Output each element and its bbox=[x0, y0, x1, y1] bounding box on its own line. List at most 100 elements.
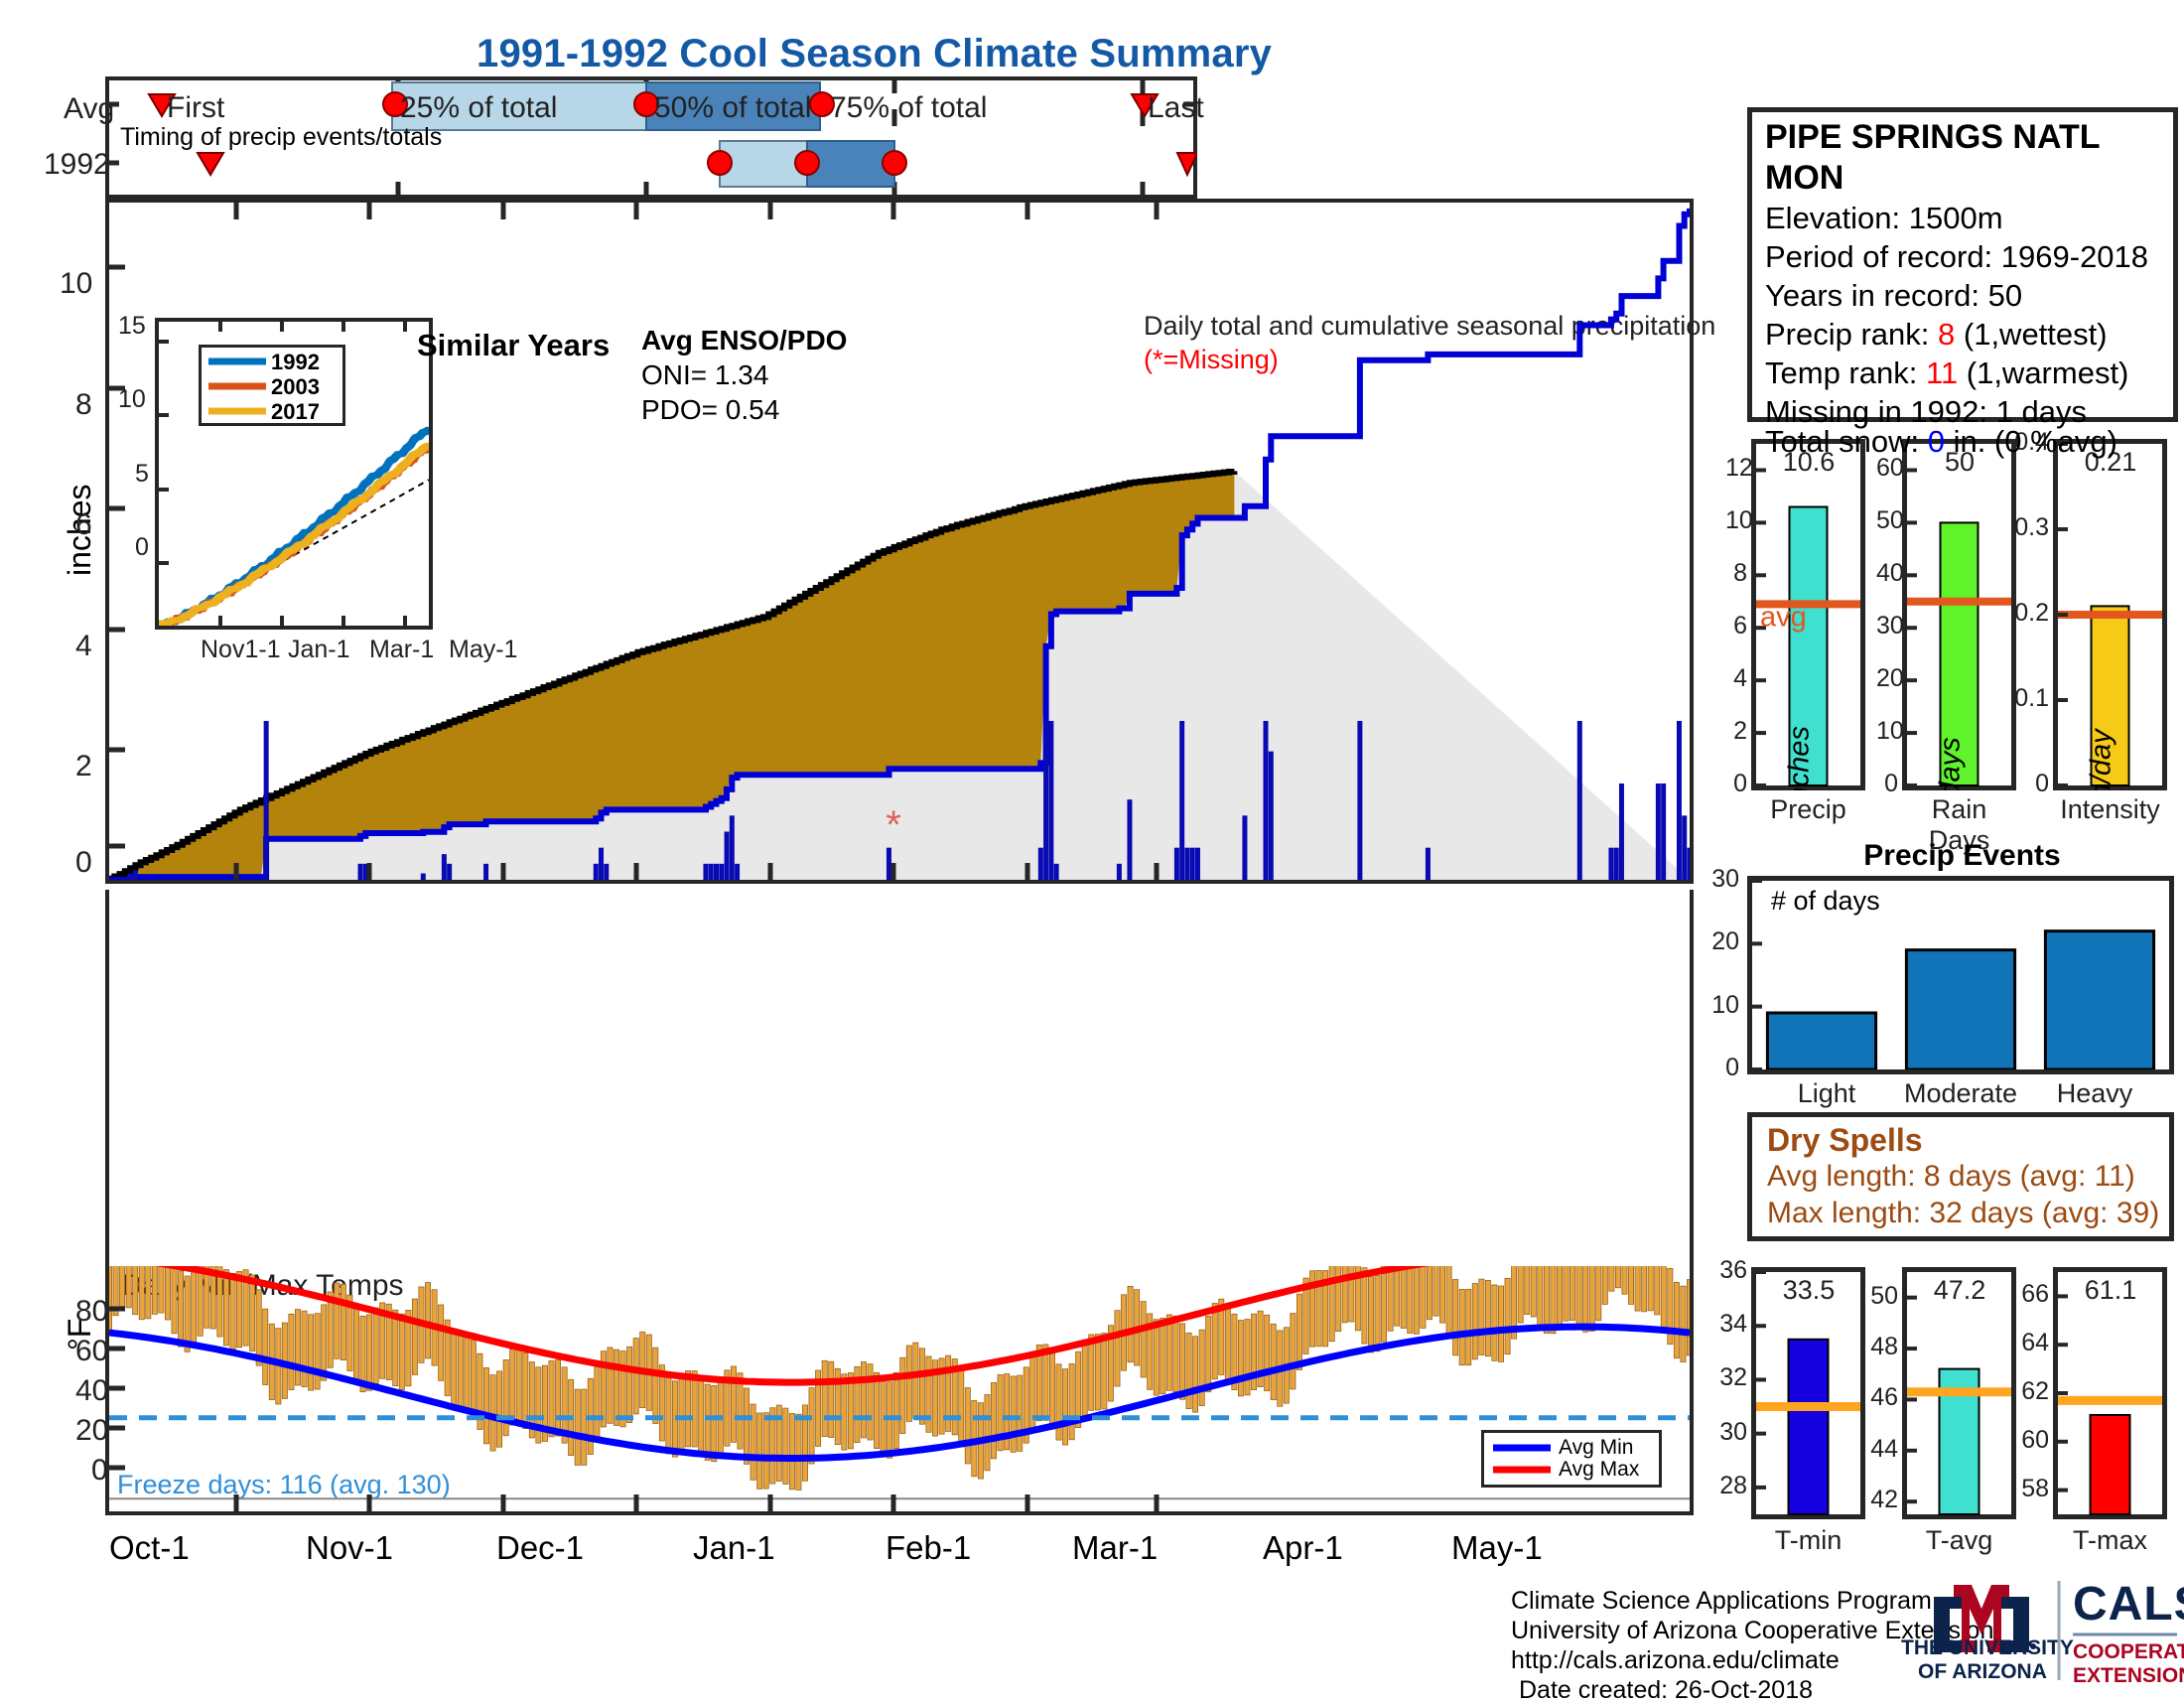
svg-text:inches: inches bbox=[1784, 726, 1816, 790]
footer-line2: University of Arizona Cooperative Extens… bbox=[1511, 1617, 1994, 1644]
dry-spells-title: Dry Spells bbox=[1767, 1122, 1923, 1158]
station-snow: Total snow: 0 in. (0 %avg) bbox=[1765, 422, 2117, 461]
temp-summary-tavg-label: T-avg bbox=[1925, 1525, 1993, 1555]
inset-ytick-15: 15 bbox=[118, 312, 146, 340]
temp-panel-graphics bbox=[109, 1266, 1690, 1511]
timing-panel-graphics bbox=[105, 76, 1197, 131]
timing-row-label-avg: Avg bbox=[64, 92, 115, 125]
svg-text:days: days bbox=[1935, 737, 1967, 790]
main-ytick-10: 10 bbox=[60, 267, 93, 300]
temp-legend-label-max: Avg Max bbox=[1559, 1458, 1640, 1481]
main-precip-missing-note: (*=Missing) bbox=[1144, 345, 1279, 374]
temp-summary-tmax-label: T-max bbox=[2072, 1525, 2147, 1555]
precip-events-ytick: 10 bbox=[1711, 990, 1739, 1019]
snow-prefix: Total snow: bbox=[1765, 424, 1928, 459]
precip-summary-ytick: 20 bbox=[1876, 664, 1904, 693]
temp-legend bbox=[1481, 1430, 1662, 1488]
main-ytick-0: 0 bbox=[75, 846, 92, 879]
timing-panel-year-graphics bbox=[105, 140, 1197, 199]
temp-summary-ytick: 34 bbox=[1719, 1310, 1747, 1339]
station-elevation: Elevation: 1500m bbox=[1765, 201, 2003, 235]
inset-xtick-0: Nov1-1 bbox=[201, 636, 281, 663]
main-ytick-4: 4 bbox=[75, 630, 92, 662]
station-period: Period of record: 1969-2018 bbox=[1765, 239, 2149, 274]
inset-xtick-1: Jan-1 bbox=[288, 636, 350, 663]
enso-title: Avg ENSO/PDO bbox=[641, 325, 848, 355]
inset-legend-swatches bbox=[208, 357, 266, 415]
main-xtick-3: Jan-1 bbox=[693, 1529, 775, 1566]
snow-value: 0 bbox=[1927, 424, 1945, 459]
temp-rank-value: 11 bbox=[1925, 355, 1959, 390]
precip-summary-ytick: 0 bbox=[1884, 770, 1898, 797]
precip-summary-ytick: 10 bbox=[1725, 506, 1753, 535]
main-xtick-1: Nov-1 bbox=[306, 1529, 394, 1566]
precip-summary-ytick: 6 bbox=[1733, 612, 1747, 640]
timing-caption: Timing of precip events/totals bbox=[120, 123, 443, 151]
page-title: 1991-1992 Cool Season Climate Summary bbox=[477, 32, 1273, 75]
precip-summary-ytick: 4 bbox=[1733, 664, 1747, 693]
temp-summary-ytick: 28 bbox=[1719, 1471, 1747, 1499]
precip-events-ytick: 20 bbox=[1711, 927, 1739, 956]
inset-ytick-5: 5 bbox=[135, 460, 149, 488]
main-xtick-4: Feb-1 bbox=[886, 1529, 972, 1566]
temp-summary-ytick: 66 bbox=[2021, 1280, 2049, 1309]
main-precip-graphics: * bbox=[109, 203, 1690, 880]
footer-line3[interactable]: http://cals.arizona.edu/climate bbox=[1511, 1646, 1840, 1674]
inset-ytick-0: 0 bbox=[135, 533, 149, 561]
precip-summary-ytick: 50 bbox=[1876, 506, 1904, 535]
temp-summary-ytick: 58 bbox=[2021, 1474, 2049, 1502]
precip-rank-value: 8 bbox=[1938, 317, 1956, 352]
timing-row-label-year: 1992 bbox=[44, 148, 110, 181]
temp-summary-ytick: 32 bbox=[1719, 1363, 1747, 1392]
temp-summary-ytick: 50 bbox=[1870, 1281, 1898, 1310]
enso-pdo: PDO= 0.54 bbox=[641, 394, 780, 425]
inset-legend-label-2003: 2003 bbox=[271, 374, 320, 399]
precip-events-label-heavy: Heavy bbox=[2056, 1078, 2133, 1108]
precip-summary-ytick: 0.1 bbox=[2014, 684, 2049, 712]
main-xtick-6: Apr-1 bbox=[1263, 1529, 1343, 1566]
precip-summary-intensity-label: Intensity bbox=[2060, 794, 2160, 824]
timing-panel-row2 bbox=[105, 127, 1197, 199]
temp-legend-swatches bbox=[1493, 1444, 1551, 1474]
main-ytick-6: 6 bbox=[75, 508, 92, 541]
temp-panel bbox=[105, 890, 1694, 1515]
temp-ytick-20: 20 bbox=[75, 1414, 109, 1447]
svg-text:*: * bbox=[886, 803, 901, 847]
inset-legend-label-1992: 1992 bbox=[271, 350, 320, 374]
precip-summary-precip-value: 10.6 bbox=[1782, 447, 1836, 477]
cals-underline bbox=[2073, 1633, 2177, 1636]
svg-text:in/day: in/day bbox=[2086, 728, 2117, 790]
station-precip-rank: Precip rank: 8 (1,wettest) bbox=[1765, 315, 2108, 354]
precip-summary-ytick: 8 bbox=[1733, 559, 1747, 588]
cals-sub1: COOPERATIVE bbox=[2073, 1640, 2184, 1663]
precip-summary-intensity-value: 0.21 bbox=[2084, 447, 2137, 477]
precip-summary-raindays-value: 50 bbox=[1944, 447, 1976, 477]
dry-spells-avg: Avg length: 8 days (avg: 11) bbox=[1767, 1160, 2135, 1193]
temp-summary-tavg-value: 47.2 bbox=[1933, 1275, 1986, 1305]
temp-summary-ytick: 42 bbox=[1870, 1486, 1898, 1514]
temp-summary-graphics bbox=[1756, 1270, 2162, 1516]
precip-events-label-light: Light bbox=[1797, 1078, 1856, 1108]
temp-summary-ytick: 48 bbox=[1870, 1333, 1898, 1361]
inset-title: Similar Years bbox=[417, 328, 611, 362]
timing-pct75-label: 75% of total bbox=[830, 91, 988, 124]
precip-events-ytick: 0 bbox=[1725, 1054, 1739, 1081]
temp-rank-prefix: Temp rank: bbox=[1765, 355, 1926, 390]
station-years: Years in record: 50 bbox=[1765, 278, 2023, 313]
precip-events-annotation: # of days bbox=[1771, 886, 1880, 916]
main-xtick-7: May-1 bbox=[1451, 1529, 1543, 1566]
temp-rank-suffix: (1,warmest) bbox=[1958, 355, 2129, 390]
inset-ytick-10: 10 bbox=[118, 385, 146, 413]
main-xtick-5: Mar-1 bbox=[1072, 1529, 1159, 1566]
temp-ytick-40: 40 bbox=[75, 1374, 109, 1407]
dry-spells-box bbox=[1747, 1112, 2174, 1241]
station-info-box bbox=[1747, 107, 2178, 422]
inset-xtick-3: May-1 bbox=[449, 636, 518, 663]
precip-summary-ytick: 0.4 bbox=[2014, 428, 2049, 456]
station-missing: Missing in 1992: 1 days bbox=[1765, 394, 2087, 429]
temp-freeze-days: Freeze days: 116 (avg. 130) bbox=[117, 1470, 451, 1499]
precip-summary-ytick: 30 bbox=[1876, 612, 1904, 640]
temp-summary-ytick: 64 bbox=[2021, 1329, 2049, 1357]
ua-logo-line2: OF ARIZONA bbox=[1918, 1660, 2047, 1683]
precip-summary-ytick: 0 bbox=[1733, 770, 1747, 797]
